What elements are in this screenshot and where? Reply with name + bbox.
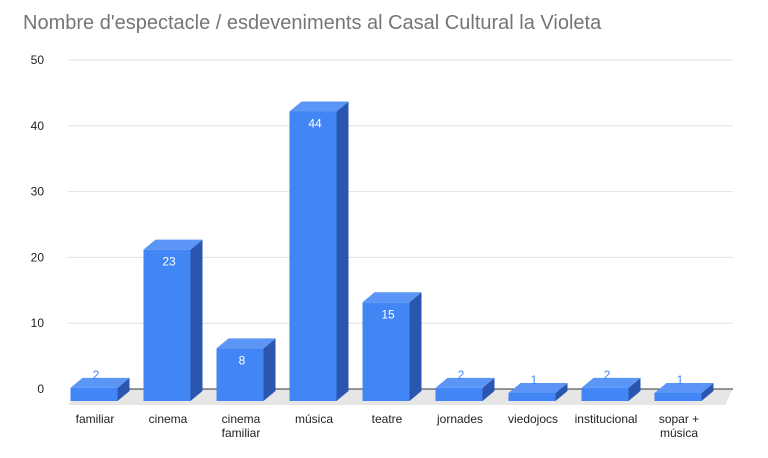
- bar-front: [581, 387, 629, 401]
- category-label: música: [295, 412, 333, 426]
- bar-side: [482, 377, 495, 401]
- bar-top: [216, 338, 276, 349]
- bar-side: [409, 292, 422, 401]
- chart-title: Nombre d'espectacle / esdeveniments al C…: [23, 12, 602, 34]
- y-tick-label: 10: [31, 316, 45, 330]
- category-label: cinema: [222, 412, 261, 426]
- data-label: 2: [604, 368, 611, 382]
- bar-front: [508, 393, 556, 401]
- bar-front: [70, 387, 118, 401]
- data-label: 2: [458, 368, 465, 382]
- bar-front: [435, 387, 483, 401]
- bar-top: [70, 377, 130, 388]
- category-label: teatre: [372, 412, 403, 426]
- category-label: música: [660, 426, 698, 440]
- data-label: 23: [162, 255, 176, 269]
- bar-front: [216, 348, 264, 401]
- data-labels: 2 23 8 44 15 2 1 2 1: [93, 116, 684, 387]
- bar-top: [508, 383, 568, 393]
- y-tick-label: 0: [37, 382, 44, 396]
- bar-side: [263, 338, 276, 401]
- bar-top: [654, 383, 714, 393]
- bar-top: [362, 292, 422, 303]
- data-label: 1: [677, 373, 684, 387]
- bar-side: [336, 101, 349, 401]
- bar-front: [289, 111, 337, 401]
- data-label: 44: [308, 116, 322, 130]
- y-tick-label: 40: [31, 119, 45, 133]
- category-label: sopar +: [659, 412, 699, 426]
- data-label: 8: [239, 353, 246, 367]
- y-axis: 0 10 20 30 40 50: [31, 53, 45, 396]
- data-label: 1: [531, 373, 538, 387]
- data-label: 2: [93, 368, 100, 382]
- category-label: cinema: [149, 412, 188, 426]
- category-label: familiar: [222, 426, 261, 440]
- bar-side: [701, 383, 714, 401]
- bar-top: [581, 377, 641, 388]
- category-label: jornades: [436, 412, 483, 426]
- category-label: institucional: [575, 412, 638, 426]
- bars: [70, 101, 714, 401]
- category-label: viedojocs: [508, 412, 558, 426]
- category-label: familiar: [76, 412, 115, 426]
- bar-front: [654, 393, 702, 401]
- data-label: 15: [381, 307, 395, 321]
- bar: [362, 292, 422, 401]
- bar-front: [362, 302, 410, 401]
- y-tick-label: 20: [31, 250, 45, 264]
- bar-side: [190, 239, 203, 401]
- bar: [654, 383, 714, 401]
- y-tick-label: 30: [31, 185, 45, 199]
- bar: [289, 101, 349, 401]
- y-tick-label: 50: [31, 53, 45, 67]
- bar-top: [143, 239, 203, 250]
- bar: [143, 239, 203, 401]
- bar-side: [628, 377, 641, 401]
- bar: [508, 383, 568, 401]
- bar: [435, 377, 495, 401]
- bar: [216, 338, 276, 401]
- bar-side: [117, 377, 130, 401]
- bar-side: [555, 383, 568, 401]
- bar-front: [143, 249, 191, 401]
- bar: [70, 377, 130, 401]
- bar-top: [289, 101, 349, 112]
- bar: [581, 377, 641, 401]
- bar-top: [435, 377, 495, 388]
